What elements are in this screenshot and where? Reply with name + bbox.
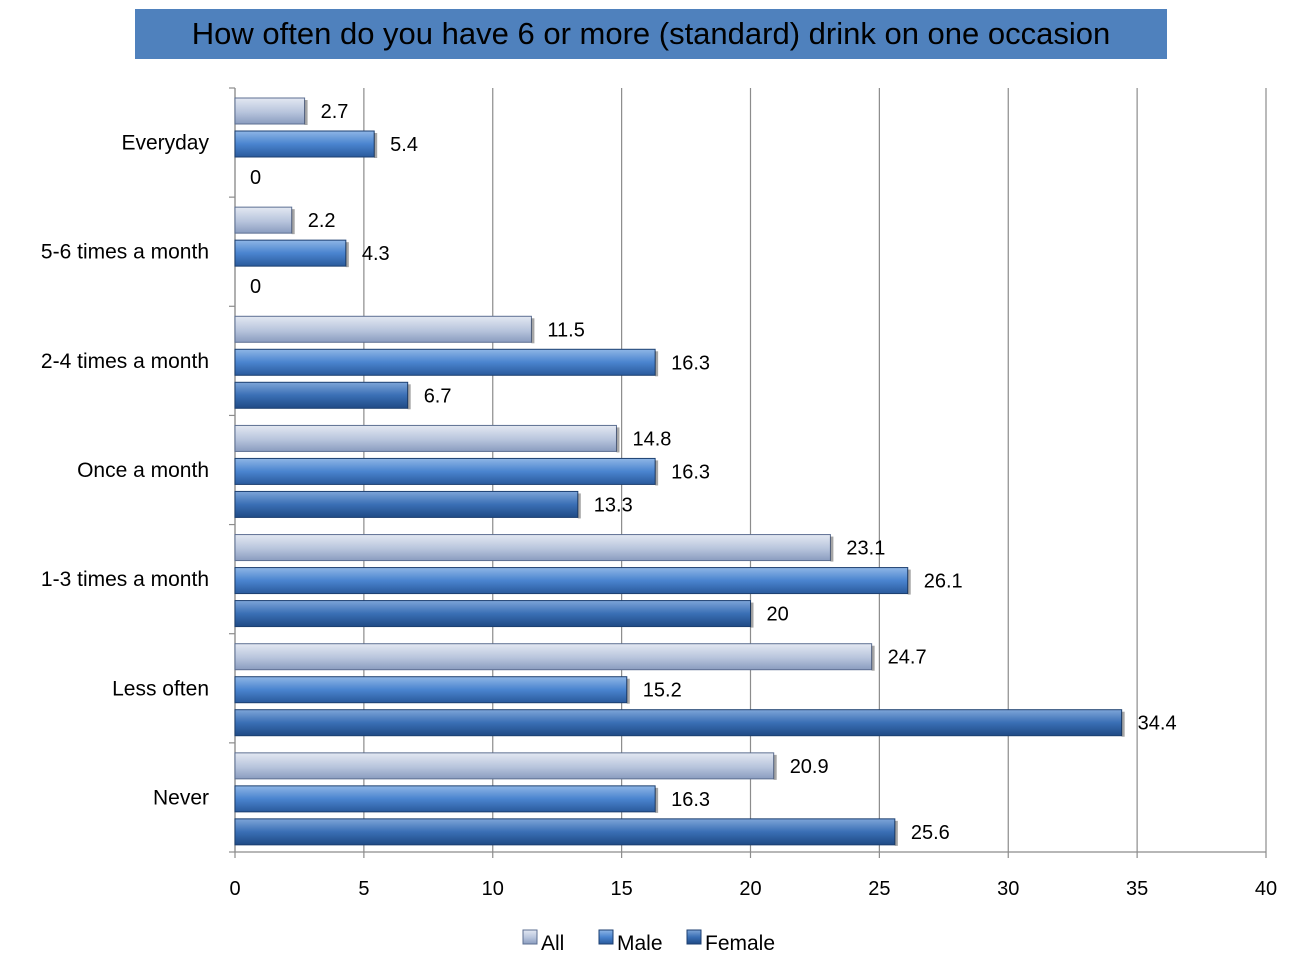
data-label: 6.7 <box>424 385 452 407</box>
bar-all <box>234 752 775 780</box>
x-tick-label: 35 <box>1126 878 1148 900</box>
bar-male <box>234 676 628 704</box>
bar-shadow <box>773 754 777 780</box>
bar-female <box>234 709 1123 737</box>
bar-shadow <box>345 242 349 268</box>
bar-all <box>234 534 831 562</box>
data-label: 0 <box>250 276 261 298</box>
x-tick-label: 20 <box>739 878 761 900</box>
data-label: 14.8 <box>632 428 671 450</box>
bar-shadow <box>655 787 659 813</box>
data-label: 15.2 <box>643 680 682 702</box>
bar-shadow <box>626 678 630 704</box>
bar-shadow <box>655 460 659 486</box>
bar-shadow <box>750 602 754 628</box>
bar-shadow <box>871 645 875 671</box>
data-label: 16.3 <box>671 461 710 483</box>
bar-male <box>234 457 656 485</box>
chart-title: How often do you have 6 or more (standar… <box>135 9 1167 59</box>
bar-all <box>234 315 532 343</box>
bar-all <box>234 206 293 234</box>
category-label: Once a month <box>77 459 209 482</box>
bar-male <box>234 785 656 813</box>
bar-female <box>234 600 751 628</box>
legend-swatch-male <box>598 929 614 945</box>
data-label: 16.3 <box>671 789 710 811</box>
x-tick-label: 30 <box>997 878 1019 900</box>
bar-shadow <box>1121 711 1125 737</box>
x-tick-label: 5 <box>358 878 369 900</box>
x-tick-label: 25 <box>868 878 890 900</box>
bar-male <box>234 348 656 376</box>
bar-female <box>234 490 579 518</box>
x-tick-label: 15 <box>611 878 633 900</box>
data-label: 2.7 <box>321 101 349 123</box>
bar-male <box>234 567 909 595</box>
bar-male <box>234 130 375 158</box>
bar-shadow <box>907 569 911 595</box>
category-label: Never <box>153 786 209 809</box>
data-label: 4.3 <box>362 243 390 265</box>
legend-swatch-all <box>522 929 538 945</box>
bar-shadow <box>374 133 378 158</box>
data-label: 16.3 <box>671 352 710 374</box>
bar-shadow <box>894 820 898 846</box>
legend-label-all: All <box>541 932 564 955</box>
data-label: 20 <box>767 604 789 626</box>
bar-shadow <box>616 427 620 453</box>
bar-all <box>234 643 873 671</box>
bar-shadow <box>531 318 535 344</box>
data-label: 34.4 <box>1138 713 1177 735</box>
data-label: 2.2 <box>308 210 336 232</box>
category-label: Everyday <box>121 132 209 155</box>
bar-shadow <box>304 100 308 125</box>
bar-all <box>234 97 306 125</box>
category-label: 5-6 times a month <box>41 241 209 264</box>
data-label: 20.9 <box>790 756 829 778</box>
bar-shadow <box>830 536 834 562</box>
data-label: 0 <box>250 167 261 189</box>
data-label: 23.1 <box>846 538 885 560</box>
category-label: Less often <box>112 677 209 700</box>
bar-shadow <box>291 209 295 235</box>
bar-female <box>234 818 896 846</box>
x-tick-label: 0 <box>229 878 240 900</box>
data-label: 5.4 <box>390 134 418 156</box>
legend-label-male: Male <box>617 932 663 955</box>
bar-shadow <box>577 493 581 519</box>
legend-swatch-female <box>686 929 702 945</box>
data-label: 13.3 <box>594 494 633 516</box>
category-label: 2-4 times a month <box>41 350 209 373</box>
bar-shadow <box>655 351 659 377</box>
bar-all <box>234 424 617 452</box>
x-tick-label: 10 <box>482 878 504 900</box>
bar-male <box>234 239 347 267</box>
data-label: 25.6 <box>911 822 950 844</box>
category-label: 1-3 times a month <box>41 568 209 591</box>
data-label: 26.1 <box>924 571 963 593</box>
x-tick-label: 40 <box>1255 878 1277 900</box>
legend-label-female: Female <box>705 932 775 955</box>
data-label: 11.5 <box>547 319 584 341</box>
data-label: 24.7 <box>888 647 927 669</box>
bar-female <box>234 381 409 409</box>
bar-shadow <box>407 384 411 410</box>
